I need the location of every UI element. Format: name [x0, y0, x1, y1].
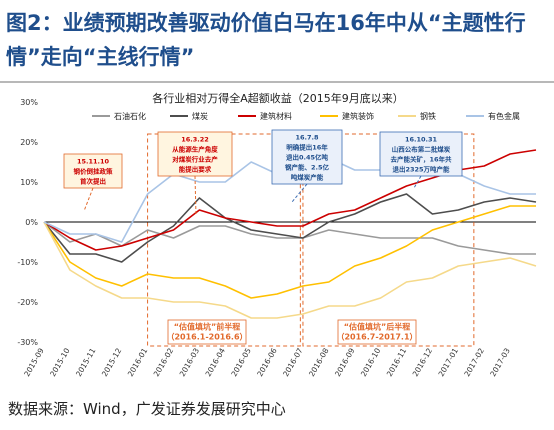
- x-tick-label: 2016-06: [255, 346, 279, 378]
- annotation-leader: [413, 175, 422, 189]
- annotation-leader: [83, 187, 94, 212]
- annotation-leader: [194, 175, 197, 217]
- legend-label: 建筑装饰: [342, 111, 374, 121]
- data-source: 数据来源：Wind，广发证券发展研究中心: [8, 400, 286, 418]
- legend-label: 有色金属: [488, 111, 520, 121]
- annotation-box: [337, 319, 417, 345]
- legend-label: 建筑材料: [260, 111, 292, 121]
- y-tick-label: 30%: [20, 98, 38, 107]
- annotation-leader: [291, 183, 308, 203]
- x-tick-label: 2015-09: [22, 346, 46, 378]
- x-tick-label: 2016-08: [307, 346, 331, 378]
- legend-label: 钢铁: [420, 111, 436, 121]
- series-line: [43, 221, 537, 319]
- annotation-box: [167, 319, 247, 345]
- title-divider: [0, 81, 554, 83]
- x-tick-label: 2016-10: [359, 346, 383, 378]
- header: 图2：业绩预期改善驱动价值白马在16年中从“主题性行情”走向“主线行情”: [0, 0, 554, 80]
- x-tick-label: 2016-02: [152, 346, 176, 378]
- x-tick-label: 2015-10: [48, 346, 72, 378]
- annotation-text: 16.7.8 明确提出16年退出0.45亿吨钢产能、2.5亿吨煤炭产能: [285, 134, 330, 182]
- annotation-text: 16.10.31 山西公布第二批煤炭去产能关矿，16年共退出2325万吨产能: [390, 136, 452, 174]
- series-line: [43, 193, 537, 263]
- x-tick-label: 2017-02: [462, 346, 486, 378]
- annotation-text: 16.3.22 从能源生产角度对煤炭行业去产能提出要求: [172, 136, 218, 174]
- x-tick-label: 2016-01: [126, 346, 150, 378]
- y-tick-label: 0%: [25, 218, 38, 227]
- x-tick-label: 2015-12: [100, 346, 124, 378]
- excess-return-chart: 各行业相对万得全A超额收益（2015年9月底以来） 石油石化 煤炭 建筑材料 建筑装饰…: [17, 91, 537, 378]
- x-tick-label: 2016-12: [411, 346, 435, 378]
- x-tick-label: 2017-03: [488, 346, 512, 378]
- legend-label: 煤炭: [192, 111, 208, 121]
- annotation-text: 15.11.10 钢价倒挂政策首次提出: [74, 158, 114, 186]
- x-tick-label: 2016-03: [178, 346, 202, 378]
- annotation-box: [63, 153, 123, 189]
- legend-label: 石油石化: [114, 111, 146, 121]
- annotation-text: “估值填坑”后半程（2016.7-2017.1）: [336, 322, 417, 342]
- chart-title: 各行业相对万得全A超额收益（2015年9月底以来）: [152, 91, 404, 105]
- x-tick-label: 2016-11: [385, 346, 409, 378]
- y-tick-label: 10%: [20, 178, 38, 187]
- y-tick-label: -10%: [17, 258, 38, 267]
- y-tick-label: 20%: [20, 138, 38, 147]
- figure-title: 图2：业绩预期改善驱动价值白马在16年中从“主题性行情”走向“主线行情”: [6, 11, 526, 69]
- annotation-box: [157, 131, 233, 177]
- x-tick-label: 2016-07: [281, 346, 305, 378]
- x-tick-label: 2017-01: [437, 346, 461, 378]
- x-tick-label: 2016-09: [333, 346, 357, 378]
- x-tick-label: 2016-05: [229, 346, 253, 378]
- series-line: [43, 221, 536, 255]
- x-tick-label: 2015-11: [74, 346, 98, 378]
- half-period-box: [147, 133, 301, 347]
- series-line: [43, 205, 536, 299]
- annotation-box: [271, 129, 343, 185]
- y-tick-label: -20%: [17, 298, 38, 307]
- annotation-box: [379, 131, 463, 177]
- x-tick-label: 2016-04: [204, 346, 228, 378]
- y-tick-label: -30%: [17, 338, 38, 347]
- annotation-text: “估值填坑”前半程（2016.1-2016.6）: [166, 322, 247, 342]
